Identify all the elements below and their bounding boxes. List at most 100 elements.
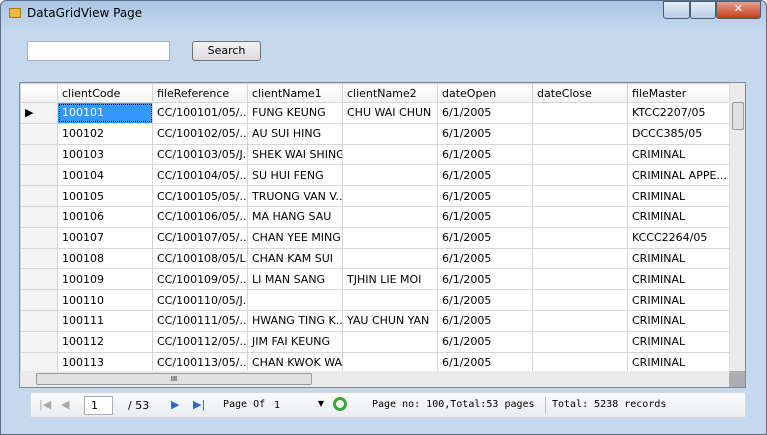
horizontal-thumb[interactable]: III: [36, 373, 312, 385]
cell: CC/100107/05/...: [152, 226, 248, 249]
cell: 100113: [57, 351, 153, 374]
data-grid: clientCode fileReference clientName1 client…: [19, 82, 746, 388]
data-row: 100103 CC/100103/05/J... SHEK WAI SHING 6/1…: [20, 143, 730, 166]
cell: AU SUI HING: [247, 122, 343, 145]
cell: [342, 351, 438, 374]
cell: 100104: [57, 164, 153, 187]
cell: 6/1/2005: [437, 185, 533, 207]
cell: [532, 351, 628, 374]
cell: 6/1/2005: [437, 122, 533, 145]
cell: [342, 205, 438, 228]
cell: 6/1/2005: [437, 309, 533, 332]
close-button[interactable]: ✕: [716, 1, 761, 19]
maximize-button[interactable]: [690, 1, 716, 19]
cell: 6/1/2005: [437, 143, 533, 166]
row-header: [20, 164, 58, 187]
cell: 100101: [57, 102, 153, 124]
vertical-thumb[interactable]: [732, 102, 744, 130]
data-row: 100111 CC/100111/05/... HWANG TING K... YAU…: [20, 309, 730, 332]
row-header: [20, 309, 58, 332]
page-of-label: Page Of: [223, 399, 266, 410]
cell: [342, 226, 438, 249]
minimize-button[interactable]: [663, 1, 690, 19]
corner-header: [20, 83, 58, 103]
last-page-button[interactable]: ▶|: [193, 398, 206, 411]
column-header: fileReference: [152, 83, 248, 103]
cell: [342, 143, 438, 166]
refresh-button[interactable]: [333, 397, 347, 411]
cell: 100106: [57, 205, 153, 228]
data-row: ▶ 100101 CC/100101/05/... FUNG KEUNG CHU WAI…: [20, 102, 730, 124]
cell: [532, 268, 628, 291]
cell: 100111: [57, 309, 153, 332]
page-combo[interactable]: 1 ▼: [274, 399, 324, 411]
next-page-button[interactable]: ▶: [171, 398, 180, 411]
page-textbox[interactable]: 1: [84, 396, 113, 415]
cell: CC/100113/05/...: [152, 351, 248, 374]
cell: JIM FAI KEUNG: [247, 330, 343, 353]
search-button[interactable]: Search: [192, 41, 261, 61]
data-row: 100106 CC/100106/05/... MA HANG SAU 6/1/200…: [20, 205, 730, 228]
cell: 100112: [57, 330, 153, 353]
cell: SU HUI FENG: [247, 164, 343, 187]
data-row: 100112 CC/100112/05/... JIM FAI KEUNG 6/1/2…: [20, 330, 730, 353]
cell: CRIMINAL: [627, 247, 730, 270]
cell: [532, 247, 628, 270]
cell: CHAN YEE MING: [247, 226, 343, 249]
row-header: [20, 330, 58, 353]
cell: CC/100105/05/...: [152, 185, 248, 207]
row-header: [20, 185, 58, 207]
cell: [532, 102, 628, 124]
pager-toolbar: |◀ ◀ 1 / 53 ▶ ▶| Page Of 1 ▼ Page no: 100…: [30, 392, 746, 418]
horizontal-scrollbar[interactable]: III: [20, 371, 729, 387]
total-records: Total: 5238 records: [552, 399, 667, 410]
cell: 6/1/2005: [437, 164, 533, 187]
cell: 6/1/2005: [437, 247, 533, 270]
column-header: fileMaster: [627, 83, 730, 103]
cell: 6/1/2005: [437, 205, 533, 228]
cell: LI MAN SANG: [247, 268, 343, 291]
cell: 100110: [57, 289, 153, 311]
vertical-scrollbar[interactable]: [729, 83, 745, 371]
data-row: 100107 CC/100107/05/... CHAN YEE MING 6/1/2…: [20, 226, 730, 249]
data-row: 100102 CC/100102/05/... AU SUI HING 6/1/200…: [20, 122, 730, 145]
cell: [342, 289, 438, 311]
row-header: [20, 226, 58, 249]
row-header: [20, 143, 58, 166]
page-combo-value: 1: [274, 400, 281, 411]
column-header: clientName2: [342, 83, 438, 103]
data-row: 100109 CC/100109/05/... LI MAN SANG TJHIN L…: [20, 268, 730, 291]
data-row: 100113 CC/100113/05/... CHAN KWOK WAI 6/1/2…: [20, 351, 730, 374]
row-header: [20, 268, 58, 291]
cell: CC/100108/05/L...: [152, 247, 248, 270]
data-row: 100104 CC/100104/05/... SU HUI FENG 6/1/200…: [20, 164, 730, 187]
cell: CHAN KAM SUI: [247, 247, 343, 270]
cell: 6/1/2005: [437, 351, 533, 374]
cell: [532, 185, 628, 207]
prev-page-button[interactable]: ◀: [61, 398, 70, 411]
cell: CC/100103/05/J...: [152, 143, 248, 166]
column-header: clientCode: [57, 83, 153, 103]
cell: CRIMINAL: [627, 330, 730, 353]
cell: [342, 330, 438, 353]
cell: CC/100102/05/...: [152, 122, 248, 145]
cell: [342, 122, 438, 145]
data-row: 100108 CC/100108/05/L... CHAN KAM SUI 6/1/2…: [20, 247, 730, 270]
cell: [532, 143, 628, 166]
cell: CC/100111/05/...: [152, 309, 248, 332]
cell: [532, 205, 628, 228]
row-header: [20, 247, 58, 270]
cell: 6/1/2005: [437, 289, 533, 311]
cell: CRIMINAL: [627, 351, 730, 374]
cell: CRIMINAL: [627, 205, 730, 228]
search-textbox[interactable]: [27, 41, 170, 61]
cell: 100103: [57, 143, 153, 166]
cell: 6/1/2005: [437, 330, 533, 353]
first-page-button[interactable]: |◀: [39, 398, 52, 411]
cell: CRIMINAL: [627, 309, 730, 332]
cell: 100107: [57, 226, 153, 249]
cell: TJHIN LIE MOI: [342, 268, 438, 291]
cell: CRIMINAL: [627, 289, 730, 311]
page-info: Page no: 100,Total:53 pages: [372, 399, 535, 410]
